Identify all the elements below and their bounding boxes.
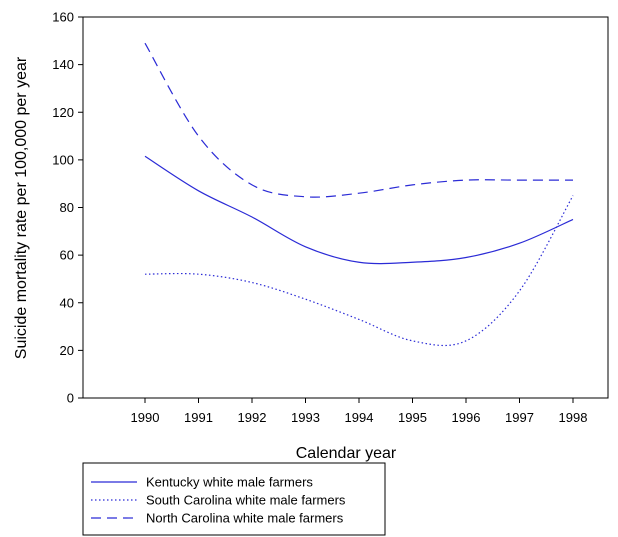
y-tick-label: 40 (60, 295, 74, 310)
series-lines (144, 42, 574, 347)
x-tick-label: 1991 (184, 410, 213, 425)
y-tick-label: 0 (67, 391, 74, 406)
y-tick-label: 60 (60, 248, 74, 263)
x-axis-title: Calendar year (296, 445, 397, 462)
x-tick-label: 1994 (345, 410, 374, 425)
legend: Kentucky white male farmers South Carolin… (82, 462, 386, 536)
x-tick-label: 1992 (238, 410, 267, 425)
y-tick-label: 120 (52, 105, 74, 120)
y-tick-label: 100 (52, 152, 74, 167)
y-axis-ticks: 0 20 40 60 80 100 120 140 160 (52, 10, 83, 406)
y-tick-label: 160 (52, 10, 74, 25)
x-tick-label: 1990 (131, 410, 160, 425)
series-line-1 (144, 155, 574, 265)
x-tick-label: 1997 (505, 410, 534, 425)
y-tick-label: 20 (60, 343, 74, 358)
x-tick-label: 1993 (291, 410, 320, 425)
x-tick-label: 1996 (452, 410, 481, 425)
x-axis-ticks: 1990 1991 1992 1993 1994 1995 1996 1997 1998 (131, 398, 588, 425)
x-tick-label: 1995 (398, 410, 427, 425)
x-tick-label: 1998 (559, 410, 588, 425)
legend-label-2: South Carolina white male farmers (146, 493, 346, 508)
y-axis-title: Suicide mortality rate per 100,000 per y… (13, 56, 30, 359)
legend-label-3: North Carolina white male farmers (146, 511, 344, 526)
legend-box (82, 462, 386, 536)
series-line-2 (144, 195, 574, 347)
legend-label-1: Kentucky white male farmers (146, 475, 313, 490)
series-line-3 (144, 42, 573, 198)
y-tick-label: 140 (52, 57, 74, 72)
y-tick-label: 80 (60, 200, 74, 215)
